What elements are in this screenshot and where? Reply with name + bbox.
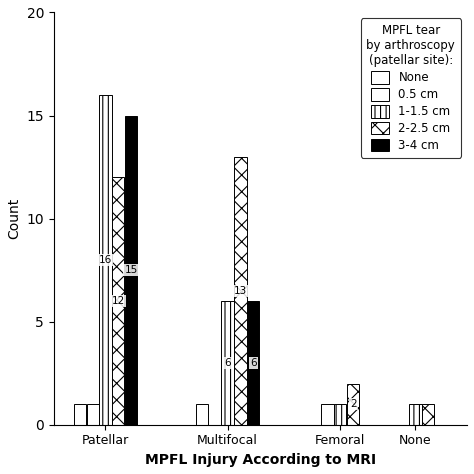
Bar bbox=[234, 157, 246, 425]
Bar bbox=[347, 383, 359, 425]
Bar bbox=[125, 116, 137, 425]
Y-axis label: Count: Count bbox=[7, 198, 21, 239]
Bar bbox=[87, 404, 99, 425]
Bar bbox=[112, 177, 124, 425]
Text: 12: 12 bbox=[112, 296, 125, 306]
Bar bbox=[74, 404, 86, 425]
Text: 2: 2 bbox=[350, 399, 356, 409]
Text: 13: 13 bbox=[234, 286, 247, 296]
Text: 16: 16 bbox=[99, 255, 112, 265]
Legend: None, 0.5 cm, 1-1.5 cm, 2-2.5 cm, 3-4 cm: None, 0.5 cm, 1-1.5 cm, 2-2.5 cm, 3-4 cm bbox=[361, 18, 461, 158]
Bar bbox=[196, 404, 208, 425]
Bar bbox=[422, 404, 434, 425]
Bar bbox=[100, 95, 111, 425]
Bar bbox=[221, 301, 234, 425]
Text: 15: 15 bbox=[125, 265, 138, 275]
Bar bbox=[321, 404, 334, 425]
Bar bbox=[247, 301, 259, 425]
X-axis label: MPFL Injury According to MRI: MPFL Injury According to MRI bbox=[145, 453, 376, 467]
Text: 6: 6 bbox=[250, 358, 256, 368]
Bar bbox=[410, 404, 421, 425]
Text: 6: 6 bbox=[224, 358, 231, 368]
Bar bbox=[334, 404, 346, 425]
